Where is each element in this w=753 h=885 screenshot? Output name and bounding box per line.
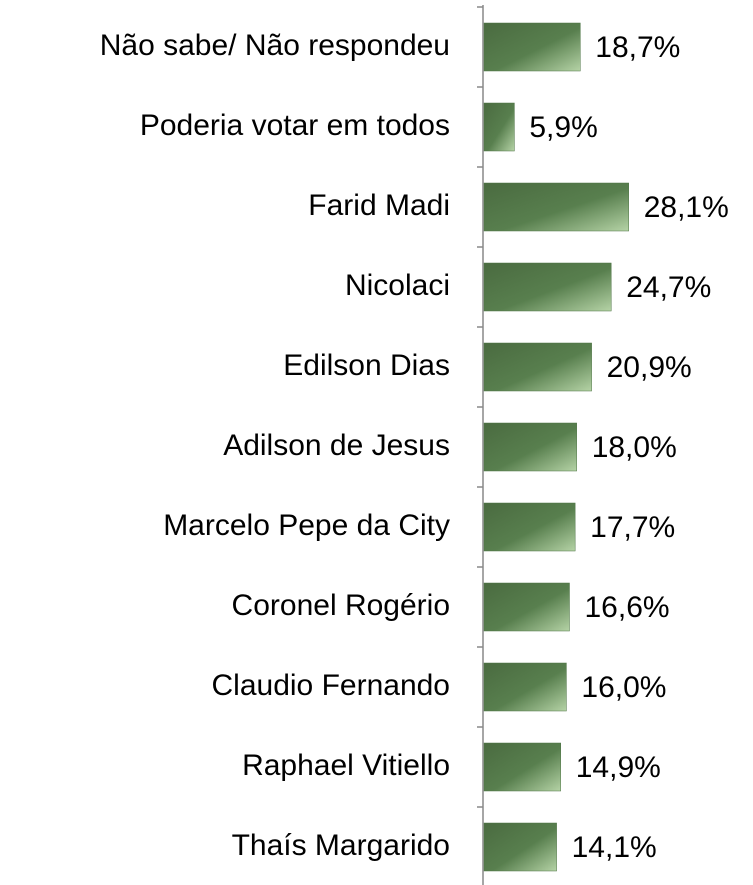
category-label: Adilson de Jesus [223, 429, 450, 462]
bar [483, 22, 581, 72]
category-label: Coronel Rogério [232, 589, 450, 622]
value-label: 5,9% [529, 111, 597, 144]
value-label: 16,6% [584, 591, 669, 624]
value-label: 17,7% [590, 511, 675, 544]
bar [483, 662, 567, 712]
category-label: Raphael Vitiello [242, 749, 450, 782]
bar [483, 102, 515, 152]
value-label: 24,7% [626, 271, 711, 304]
category-label: Thaís Margarido [232, 829, 450, 862]
value-label: 18,7% [595, 31, 680, 64]
bar [483, 822, 557, 872]
category-label: Farid Madi [308, 189, 450, 222]
category-label: Poderia votar em todos [140, 109, 450, 142]
value-label: 14,1% [572, 831, 657, 864]
category-label: Não sabe/ Não respondeu [100, 29, 450, 62]
category-label: Marcelo Pepe da City [163, 509, 450, 542]
category-label: Edilson Dias [283, 349, 450, 382]
bar [483, 262, 612, 312]
category-label: Claudio Fernando [212, 669, 451, 702]
value-label: 28,1% [644, 191, 729, 224]
value-label: 20,9% [607, 351, 692, 384]
category-label: Nicolaci [345, 269, 450, 302]
value-label: 16,0% [581, 671, 666, 704]
bar [483, 342, 592, 392]
bar [483, 582, 570, 632]
bar [483, 422, 577, 472]
value-label: 14,9% [576, 751, 661, 784]
bar [483, 502, 576, 552]
bar [483, 182, 629, 232]
bar [483, 742, 561, 792]
value-label: 18,0% [592, 431, 677, 464]
